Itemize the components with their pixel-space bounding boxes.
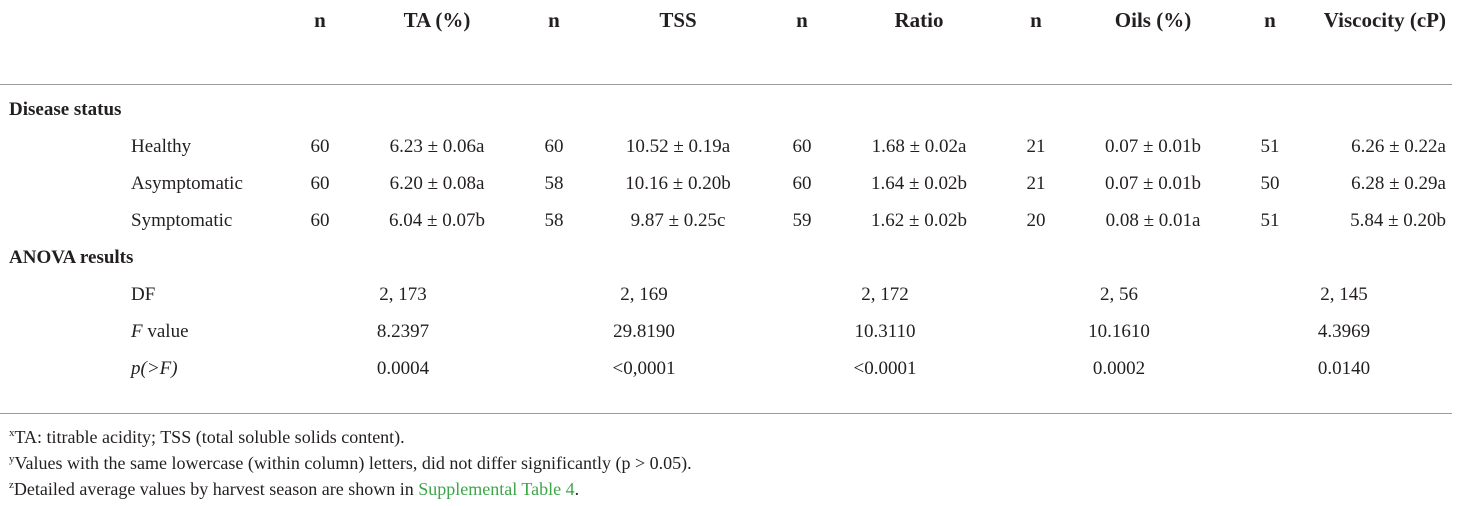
cell-anova-ta: 8.2397 xyxy=(376,321,430,342)
footnote-text: Values with the same lowercase (within c… xyxy=(14,453,692,473)
section-label: Disease status xyxy=(9,99,122,120)
cell-anova-ratio: 2, 172 xyxy=(861,284,909,305)
table-row: Healthy 60 6.23 ± 0.06a 60 10.52 ± 0.19a… xyxy=(0,128,1452,165)
supplemental-table-link[interactable]: Supplemental Table 4 xyxy=(418,479,575,499)
cell-anova-tss: 29.8190 xyxy=(613,321,675,342)
cell-anova-viscocity: 0.0140 xyxy=(1317,358,1371,379)
cell-anova-ratio: <0.0001 xyxy=(853,358,917,379)
header-cell-tss: TSS xyxy=(659,8,697,32)
row-label: F value xyxy=(0,313,286,350)
cell-anova-viscocity: 2, 145 xyxy=(1320,284,1368,305)
table-body: Disease status Healthy 60 6.23 ± 0.06a 6… xyxy=(0,85,1452,392)
table-header: n TA (%) n TSS n Ratio n Oils (%) n Visc… xyxy=(0,0,1452,85)
cell-tss: 10.16 ± 0.20b xyxy=(625,173,731,194)
header-cell-ta: TA (%) xyxy=(403,8,471,32)
cell-n: 21 xyxy=(1026,173,1046,194)
row-label-text: DF xyxy=(131,284,156,305)
section-row-disease-status: Disease status xyxy=(0,85,1452,129)
cell-ta: 6.04 ± 0.07b xyxy=(389,210,485,231)
row-label: Asymptomatic xyxy=(131,173,243,194)
cell-tss: 9.87 ± 0.25c xyxy=(630,210,726,231)
cell-n: 58 xyxy=(544,173,564,194)
footnote-mark: z xyxy=(9,479,14,491)
footnote-text: TA: titrable acidity; TSS (total soluble… xyxy=(14,427,405,447)
footnote-text: Detailed average values by harvest seaso… xyxy=(13,479,419,499)
header-cell-ratio: Ratio xyxy=(894,8,944,32)
results-table-container: n TA (%) n TSS n Ratio n Oils (%) n Visc… xyxy=(0,0,1452,392)
header-row: n TA (%) n TSS n Ratio n Oils (%) n Visc… xyxy=(0,0,1452,85)
header-cell-empty xyxy=(0,0,286,85)
cell-anova-oils: 10.1610 xyxy=(1088,321,1150,342)
cell-anova-oils: 2, 56 xyxy=(1100,284,1138,305)
cell-n: 51 xyxy=(1260,210,1280,231)
table-row: p(>F) 0.0004 <0,0001 <0.0001 0.0002 0.01… xyxy=(0,350,1452,391)
cell-ratio: 1.64 ± 0.02b xyxy=(871,173,967,194)
cell-n: 21 xyxy=(1026,136,1046,157)
cell-tss: 10.52 ± 0.19a xyxy=(625,136,731,157)
cell-n: 50 xyxy=(1260,173,1280,194)
row-label: DF xyxy=(0,276,286,313)
table-row: F value 8.2397 29.8190 10.3110 10.1610 4… xyxy=(0,313,1452,350)
row-label-italic: F xyxy=(131,321,143,342)
cell-anova-tss: <0,0001 xyxy=(612,358,676,379)
cell-n: 20 xyxy=(1026,210,1046,231)
row-label-italic: p(>F) xyxy=(131,358,178,379)
header-cell-n: n xyxy=(1264,8,1276,32)
header-cell-n: n xyxy=(1030,8,1042,32)
footnotes: xTA: titrable acidity; TSS (total solubl… xyxy=(9,424,692,502)
cell-oils: 0.07 ± 0.01b xyxy=(1105,136,1201,157)
cell-n: 51 xyxy=(1260,136,1280,157)
cell-anova-tss: 2, 169 xyxy=(620,284,668,305)
cell-viscocity: 6.26 ± 0.22a xyxy=(1351,136,1446,157)
section-row-anova-results: ANOVA results xyxy=(0,239,1452,276)
cell-ratio: 1.62 ± 0.02b xyxy=(871,210,967,231)
row-label-text: value xyxy=(142,321,189,342)
footnote-z: zDetailed average values by harvest seas… xyxy=(9,476,692,502)
row-label: p(>F) xyxy=(0,350,286,391)
cell-anova-viscocity: 4.3969 xyxy=(1317,321,1371,342)
footnote-mark: x xyxy=(9,427,15,439)
footnote-text-end: . xyxy=(574,479,580,499)
cell-oils: 0.07 ± 0.01b xyxy=(1105,173,1201,194)
cell-viscocity: 5.84 ± 0.20b xyxy=(1350,210,1446,231)
header-cell-n: n xyxy=(796,8,808,32)
table-row: DF 2, 173 2, 169 2, 172 2, 56 2, 145 xyxy=(0,276,1452,313)
cell-anova-ta: 0.0004 xyxy=(376,358,430,379)
section-label: ANOVA results xyxy=(9,247,134,268)
cell-n: 60 xyxy=(544,136,564,157)
cell-anova-ratio: 10.3110 xyxy=(854,321,916,342)
cell-ta: 6.20 ± 0.08a xyxy=(389,173,485,194)
cell-anova-ta: 2, 173 xyxy=(379,284,427,305)
row-label: Symptomatic xyxy=(131,210,233,231)
row-label: Healthy xyxy=(131,136,192,157)
cell-anova-oils: 0.0002 xyxy=(1092,358,1146,379)
footnote-x: xTA: titrable acidity; TSS (total solubl… xyxy=(9,424,692,450)
cell-viscocity: 6.28 ± 0.29a xyxy=(1351,173,1446,194)
footnote-y: yValues with the same lowercase (within … xyxy=(9,450,692,476)
results-table: n TA (%) n TSS n Ratio n Oils (%) n Visc… xyxy=(0,0,1452,392)
cell-n: 60 xyxy=(310,136,330,157)
header-cell-viscocity: Viscocity (cP) xyxy=(1323,8,1446,32)
cell-ta: 6.23 ± 0.06a xyxy=(389,136,485,157)
footnote-mark: y xyxy=(9,453,15,465)
table-row: Asymptomatic 60 6.20 ± 0.08a 58 10.16 ± … xyxy=(0,165,1452,202)
cell-n: 60 xyxy=(310,173,330,194)
header-cell-oils: Oils (%) xyxy=(1114,8,1192,32)
header-cell-n: n xyxy=(314,8,326,32)
cell-ratio: 1.68 ± 0.02a xyxy=(871,136,967,157)
cell-oils: 0.08 ± 0.01a xyxy=(1105,210,1201,231)
cell-n: 59 xyxy=(792,210,812,231)
cell-n: 60 xyxy=(792,136,812,157)
header-cell-n: n xyxy=(548,8,560,32)
table-bottom-rule xyxy=(0,413,1452,414)
cell-n: 60 xyxy=(310,210,330,231)
cell-n: 58 xyxy=(544,210,564,231)
cell-n: 60 xyxy=(792,173,812,194)
table-row: Symptomatic 60 6.04 ± 0.07b 58 9.87 ± 0.… xyxy=(0,202,1452,239)
